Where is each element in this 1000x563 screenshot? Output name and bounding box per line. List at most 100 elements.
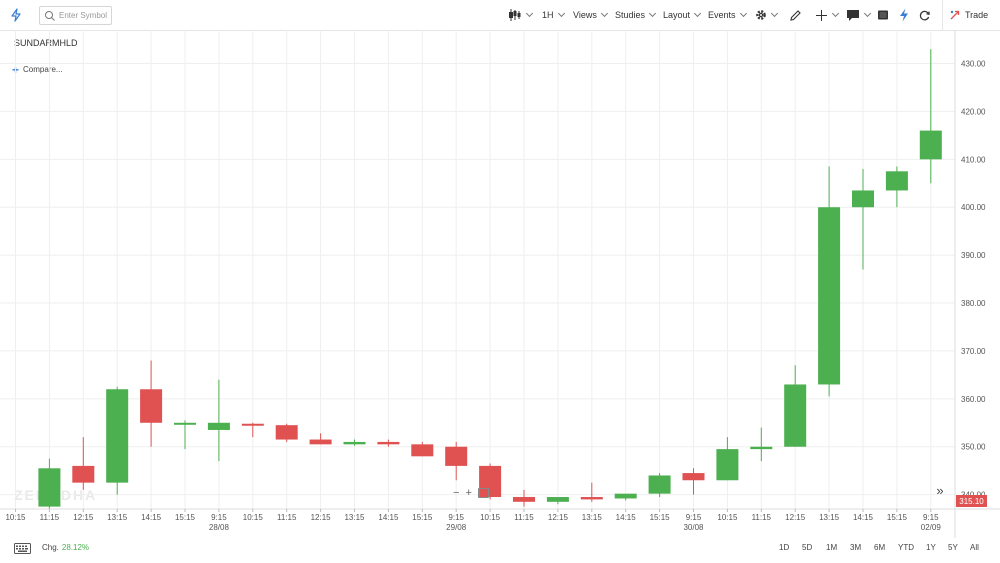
price-tick-label: 410.00 <box>961 155 986 164</box>
price-tick-label: 420.00 <box>961 107 986 116</box>
keyboard-icon[interactable] <box>14 543 31 554</box>
candle-body <box>513 497 535 502</box>
candle-body <box>241 423 264 426</box>
time-tick-label: 9:15 <box>686 513 702 522</box>
time-tick-label: 10:15 <box>5 513 26 522</box>
events-dropdown[interactable]: Events <box>708 0 747 30</box>
candle-body <box>411 444 434 457</box>
candle-body <box>546 497 569 502</box>
time-tick-label: 9:15 <box>211 513 227 522</box>
date-label: 30/08 <box>683 523 704 532</box>
time-tick-label: 15:15 <box>650 513 671 522</box>
refresh-button[interactable] <box>918 0 931 30</box>
price-tick-label: 390.00 <box>961 251 986 260</box>
time-tick-label: 13:15 <box>819 513 840 522</box>
search-icon <box>45 10 55 21</box>
candle-body <box>72 465 95 483</box>
price-axis: 340.00350.00360.00370.00380.00390.00400.… <box>954 30 987 538</box>
trade-label: Trade <box>965 10 989 20</box>
change-label: Chg. <box>42 543 59 552</box>
range-button-5y[interactable]: 5Y <box>948 543 958 552</box>
time-tick-label: 14:15 <box>616 513 637 522</box>
top-toolbar: 1H Views Studies Layout Events Trade <box>0 0 1000 31</box>
chart-grid <box>0 30 955 509</box>
time-tick-label: 15:15 <box>175 513 196 522</box>
candle-body <box>174 422 196 425</box>
refresh-icon <box>919 10 930 20</box>
last-price-label: 315.10 <box>959 497 984 506</box>
search-input-wrapper[interactable] <box>39 6 112 25</box>
candle-body <box>852 190 874 208</box>
screen-icon <box>878 10 888 20</box>
time-tick-label: 12:15 <box>311 513 332 522</box>
time-tick-label: 13:15 <box>107 513 128 522</box>
layout-label: Layout <box>663 10 691 20</box>
bottom-bar: 1D 5D 1M 3M 6M YTD 1Y 5Y All <box>0 538 1000 563</box>
price-tick-label: 370.00 <box>961 347 986 356</box>
time-tick-label: 12:15 <box>73 513 94 522</box>
crosshair-dropdown[interactable] <box>815 0 840 30</box>
zoom-out-icon[interactable]: − <box>453 487 460 499</box>
candle-body <box>38 468 61 507</box>
range-button-all[interactable]: All <box>970 543 979 552</box>
range-button-1d[interactable]: 1D <box>779 543 790 552</box>
time-tick-label: 15:15 <box>887 513 908 522</box>
search-input[interactable] <box>59 11 111 20</box>
price-tick-label: 400.00 <box>961 203 986 212</box>
candle-body <box>784 384 807 447</box>
comment-dropdown[interactable] <box>846 0 872 30</box>
candle-body <box>445 446 468 466</box>
range-button-3m[interactable]: 3M <box>850 543 862 552</box>
time-tick-label: 10:15 <box>243 513 264 522</box>
time-tick-label: 9:15 <box>923 513 939 522</box>
reset-zoom-icon[interactable] <box>477 488 489 498</box>
price-chart[interactable]: 340.00350.00360.00370.00380.00390.00400.… <box>0 0 1000 538</box>
quick-action-button[interactable] <box>898 0 910 30</box>
time-tick-label: 12:15 <box>785 513 806 522</box>
draw-tool-button[interactable] <box>789 0 802 30</box>
chart-type-dropdown[interactable] <box>508 0 534 30</box>
fullscreen-button[interactable] <box>877 0 889 30</box>
zoom-controls: − + <box>453 487 489 499</box>
lightning-icon <box>900 8 908 22</box>
time-tick-label: 14:15 <box>853 513 874 522</box>
interval-dropdown[interactable]: 1H <box>542 0 565 30</box>
candle-body <box>377 441 400 445</box>
views-dropdown[interactable]: Views <box>573 0 608 30</box>
price-tick-label: 380.00 <box>961 299 986 308</box>
candle-body <box>343 441 366 445</box>
studies-dropdown[interactable]: Studies <box>615 0 657 30</box>
message-icon <box>847 10 859 21</box>
time-tick-label: 11:15 <box>277 513 297 522</box>
price-tick-label: 350.00 <box>961 443 986 452</box>
last-price-tag <box>956 495 987 507</box>
time-tick-label: 9:15 <box>448 513 464 522</box>
range-button-5d[interactable]: 5D <box>802 543 813 552</box>
events-label: Events <box>708 10 736 20</box>
candle-body <box>682 473 705 481</box>
zoom-in-icon[interactable]: + <box>465 487 472 499</box>
lightning-menu-icon[interactable] <box>9 0 23 30</box>
change-value: 28.12% <box>61 543 90 552</box>
trade-button[interactable]: Trade <box>942 0 988 30</box>
time-tick-label: 10:15 <box>480 513 501 522</box>
range-button-1m[interactable]: 1M <box>826 543 838 552</box>
range-button-ytd[interactable]: YTD <box>898 543 914 552</box>
time-tick-label: 10:15 <box>717 513 738 522</box>
gear-icon <box>756 10 766 20</box>
time-tick-label: 11:15 <box>752 513 772 522</box>
time-tick-label: 14:15 <box>378 513 399 522</box>
scroll-to-end-icon[interactable]: » <box>936 483 944 498</box>
range-button-1y[interactable]: 1Y <box>926 543 936 552</box>
range-button-6m[interactable]: 6M <box>874 543 886 552</box>
pencil-icon <box>790 9 801 21</box>
time-tick-label: 14:15 <box>141 513 162 522</box>
price-tick-label: 360.00 <box>961 395 986 404</box>
time-tick-label: 11:15 <box>514 513 534 522</box>
time-axis: 10:15 11:15 12:15 13:15 14:15 15:15 9:15 10:15 1… <box>0 508 1000 532</box>
layout-dropdown[interactable]: Layout <box>663 0 702 30</box>
candle-body <box>614 493 637 499</box>
price-tick-label: 430.00 <box>961 60 986 69</box>
settings-dropdown[interactable] <box>755 0 779 30</box>
candle-body <box>716 449 739 481</box>
